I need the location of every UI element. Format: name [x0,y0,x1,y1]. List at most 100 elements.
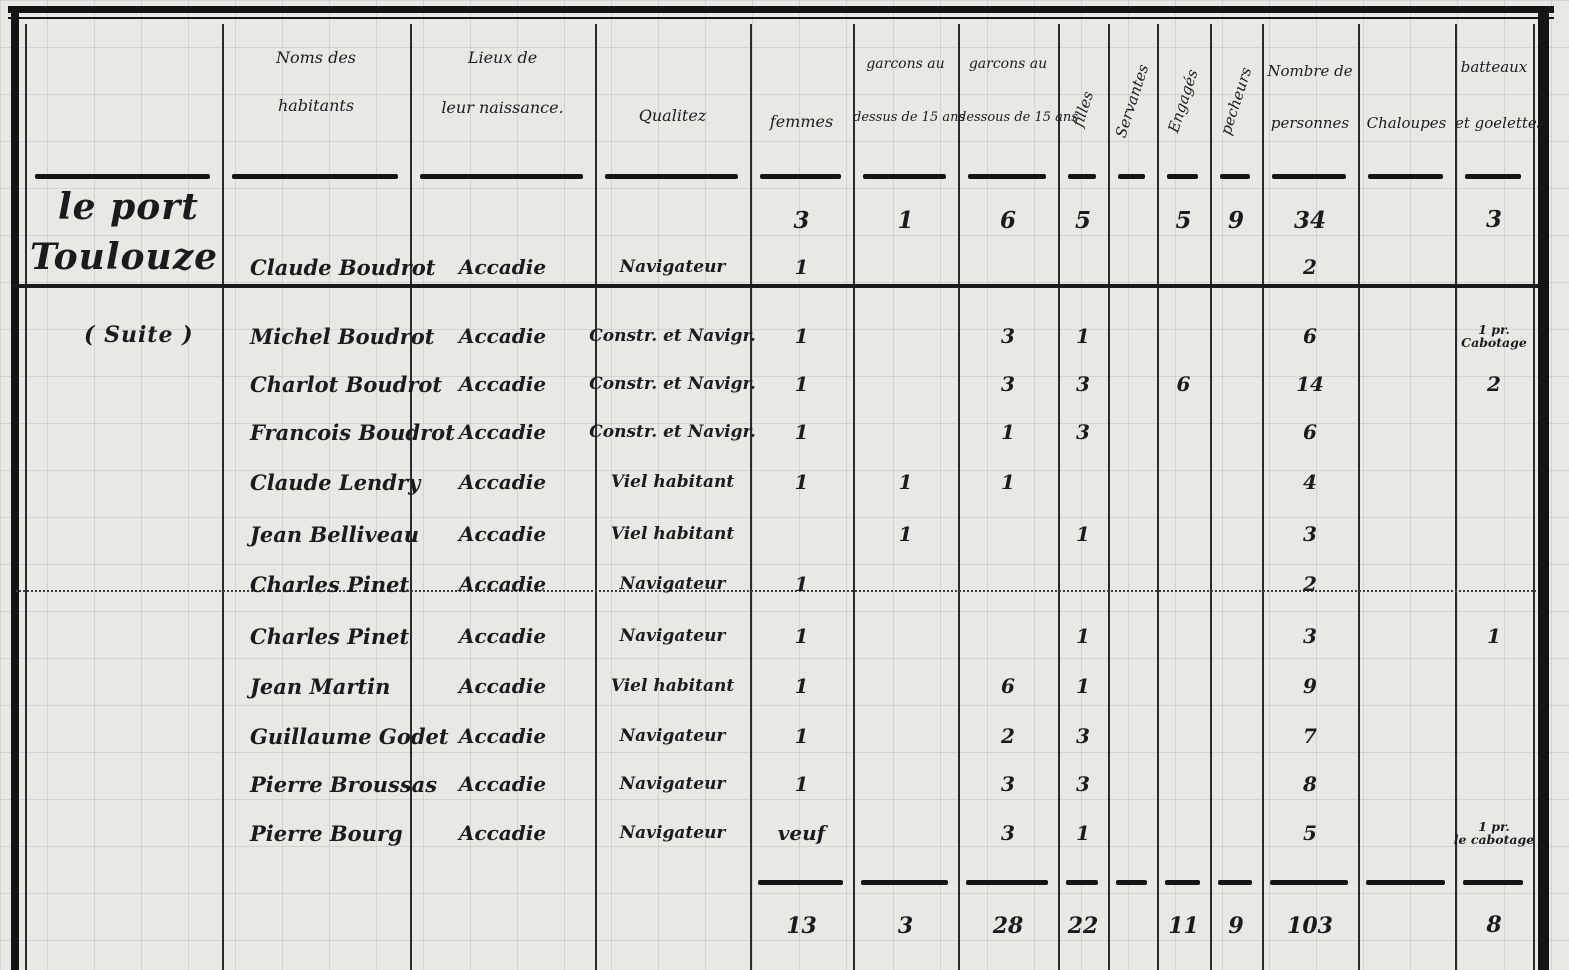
cell-name [222,898,410,954]
header-rule-dash [968,174,1046,179]
cell-locality [25,760,222,808]
batteaux-value: 8 [1486,912,1502,939]
cell-servantes [1108,510,1157,558]
cell-pecheurs [1210,612,1262,660]
column-divider [1058,24,1060,970]
cell-qualite [595,192,750,248]
cell-g-over [853,312,958,360]
cell-engages: 5 [1175,206,1192,234]
cell-batteaux: 1 [1455,612,1533,660]
cell-g-over [853,408,958,456]
cell-name: Guillaume Godet [250,723,449,749]
cell-femmes: 1 [794,772,809,796]
header-rule-dash [1118,174,1145,179]
cell-lieu: Accadie [458,470,547,494]
cell-chaloupes [1358,458,1455,506]
cell-chaloupes [1358,510,1455,558]
cell-locality [25,192,222,248]
heavy-separator [12,284,1540,288]
cell-batteaux [1455,760,1533,808]
cell-filles [1058,560,1108,608]
header-rule-dash [35,174,210,179]
cell-servantes [1108,312,1157,360]
cell-lieu: Accadie [458,724,547,748]
cell-engages [1157,808,1210,858]
cell-filles: 3 [1076,372,1090,396]
cell-femmes: 1 [794,470,809,494]
column-divider [1157,24,1159,970]
cell-batteaux [1455,510,1533,558]
frame-right-thick [1538,6,1549,970]
cell-locality [25,312,222,360]
header-filles: filles [1068,89,1098,129]
table-row: Guillaume Godet Accadie Navigateur 1 2 3 7 [25,712,1533,760]
batteaux-note-line1: 1 pr. [1478,321,1510,337]
cell-pecheurs [1210,808,1262,858]
cell-qualite: Viel habitant [610,676,735,696]
cell-servantes [1108,808,1157,858]
cell-qualite: Navigateur [619,626,726,646]
cell-batteaux [1455,560,1533,608]
cell-lieu: Accadie [458,255,547,279]
table-row: Jean Martin Accadie Viel habitant 1 6 1 9 [25,662,1533,710]
header-rule-dash [1167,174,1198,179]
cell-filles [1058,458,1108,506]
column-divider [750,24,752,970]
cell-pecheurs [1210,312,1262,360]
totals-rule-dash [1116,880,1147,885]
header-rule-dash [863,174,946,179]
cell-personnes: 2 [1303,255,1317,279]
table-row: Charles Pinet Accadie Navigateur 1 1 3 1 [25,612,1533,660]
table-row: 3 1 6 5 5 9 34 3 [25,192,1533,248]
header-qualitez: Qualitez [638,106,707,125]
totals-rule-dash [758,880,843,885]
cell-filles: 1 [1076,624,1090,648]
cell-name: Jean Martin [250,673,391,699]
cell-pecheurs [1210,662,1262,710]
cell-servantes [1108,458,1157,506]
cell-g-over: 1 [898,470,913,494]
cell-pecheurs [1210,760,1262,808]
totals-rule-dash [1463,880,1523,885]
column-divider [1533,24,1535,970]
cell-locality [25,662,222,710]
cell-g-over [853,612,958,660]
cell-femmes: 1 [794,420,809,444]
header-nombre-line2: personnes [1270,114,1350,132]
cell-batteaux: 1 pr. Cabotage [1455,312,1533,360]
header-batteaux-line2: et goelettes [1455,114,1545,132]
cell-chaloupes [1358,560,1455,608]
cell-filles: 1 [1076,821,1090,845]
header-rule-dash [420,174,583,179]
cell-g-under [958,612,1058,660]
header-garcons-dessous-line2: dessous de 15 ans [958,110,1078,125]
batteaux-note-line2: le cabotage [1453,832,1535,847]
cell-g-under: 1 [1001,420,1015,444]
cell-femmes: 13 [786,913,817,939]
cell-engages [1157,712,1210,760]
cell-femmes: 1 [794,255,809,279]
header-rule-dash [1368,174,1443,179]
cell-pecheurs: 9 [1228,913,1244,939]
cell-g-under: 3 [1001,324,1015,348]
cell-name: Claude Lendry [250,469,421,495]
table-row: 13 3 28 22 11 9 103 8 [25,898,1533,954]
header-pecheurs: pecheurs [1216,64,1256,138]
totals-rule-dash [1165,880,1200,885]
cell-qualite: Viel habitant [610,524,735,544]
header-garcons-dessus-line1: garcons au [866,56,945,72]
header-rule-dash [232,174,398,179]
cell-femmes: 1 [794,372,809,396]
locality-line1: le port [58,186,199,228]
cell-locality [25,712,222,760]
cell-personnes: 14 [1296,372,1324,396]
cell-qualite: Navigateur [619,574,726,594]
frame-top-thin [8,17,1554,19]
cell-lieu: Accadie [458,624,547,648]
cell-qualite: Navigateur [619,726,726,746]
cell-name: Pierre Broussas [250,771,438,797]
cell-personnes: 3 [1303,624,1317,648]
cell-engages [1157,458,1210,506]
cell-g-over [853,808,958,858]
cell-name: Charles Pinet [250,571,410,597]
